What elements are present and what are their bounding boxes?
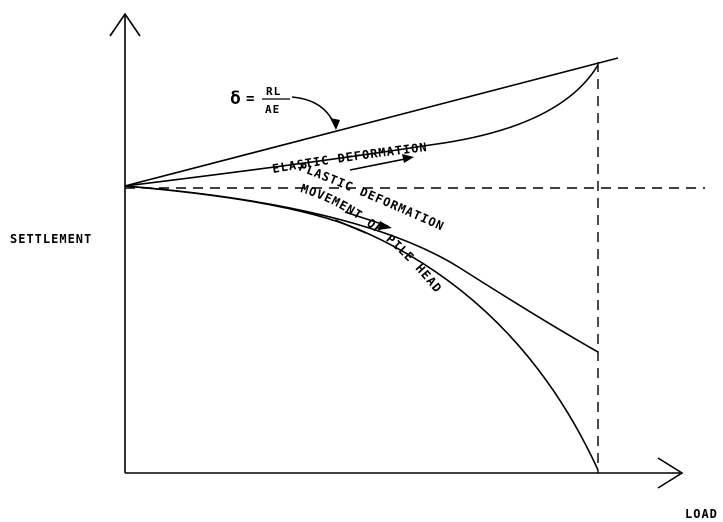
- y-axis-label: SETTLEMENT: [10, 232, 92, 246]
- elastic-deformation-curve: [124, 64, 599, 187]
- formula-denominator: AE: [265, 103, 280, 116]
- movement-leader: [334, 219, 367, 234]
- formula-equals: =: [246, 91, 255, 107]
- x-axis-arrowhead: [657, 457, 684, 489]
- formula-leader: [291, 96, 336, 127]
- theoretical-elastic-line: [124, 57, 619, 187]
- y-axis-arrowhead: [109, 12, 141, 37]
- formula: δ = RL AE: [230, 85, 290, 116]
- formula-delta: δ: [230, 88, 242, 109]
- formula-leader-arrowhead: [330, 118, 340, 130]
- elastic-leader: [349, 157, 411, 171]
- plastic-leader-arrowhead: [378, 221, 392, 230]
- formula-numerator: RL: [266, 85, 281, 98]
- elastic-leader-arrowhead: [402, 154, 414, 163]
- x-axis-label: LOAD: [685, 507, 718, 521]
- pile-head-movement-curve: [124, 185, 599, 471]
